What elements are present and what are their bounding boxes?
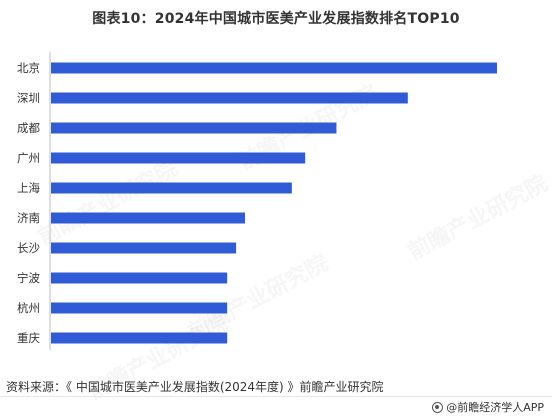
category-label-2: 成都 — [17, 121, 40, 135]
bar-3 — [51, 152, 306, 164]
bar-9 — [51, 332, 228, 344]
chart-title: 图表10：2024年中国城市医美产业发展指数排名TOP10 — [92, 11, 460, 27]
category-label-3: 广州 — [17, 151, 40, 165]
bars-group — [51, 62, 497, 344]
category-label-0: 北京 — [17, 61, 40, 75]
brand: @前瞻经济学人APP — [432, 399, 544, 415]
bar-8 — [51, 302, 228, 314]
bar-6 — [51, 242, 237, 254]
category-label-7: 宁波 — [17, 271, 40, 285]
bar-1 — [51, 92, 408, 104]
bar-0 — [51, 62, 497, 74]
source-note: 资料来源：《 中国城市医美产业发展指数(2024年度) 》前瞻产业研究院 — [6, 380, 384, 394]
bar-5 — [51, 212, 246, 224]
bar-2 — [51, 122, 337, 134]
bar-4 — [51, 182, 292, 194]
category-label-6: 长沙 — [17, 241, 40, 255]
brand-text: @前瞻经济学人APP — [446, 401, 544, 414]
footer-divider — [0, 396, 552, 397]
bar-7 — [51, 272, 228, 284]
category-label-5: 济南 — [17, 211, 40, 225]
brand-logo-icon — [432, 401, 444, 413]
category-label-4: 上海 — [17, 181, 40, 195]
category-label-1: 深圳 — [17, 91, 40, 105]
category-label-8: 杭州 — [17, 301, 40, 315]
category-label-9: 重庆 — [17, 331, 40, 345]
